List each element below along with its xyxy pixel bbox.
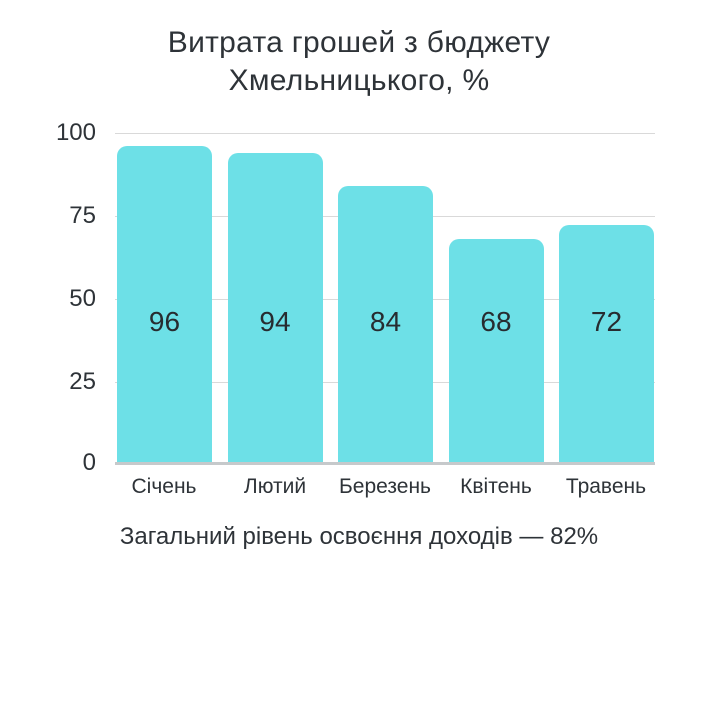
y-axis-tick-label: 0 [82, 449, 96, 476]
chart-title-line-1: Витрата грошей з бюджету [167, 26, 551, 59]
y-axis-tick-label: 50 [69, 285, 96, 312]
bar-berezen [338, 186, 433, 463]
y-axis-tick-label: 75 [69, 202, 96, 229]
y-axis-tick-label: 25 [69, 368, 96, 395]
gridline-100 [115, 133, 655, 134]
x-axis-label-traven: Травень [565, 475, 647, 498]
bar-lyutyi [227, 153, 323, 463]
plot-area: 100 75 50 25 0 96 94 84 68 72 [56, 121, 655, 475]
bar-value-label: 84 [369, 306, 402, 337]
bar-kviten [448, 239, 544, 463]
x-axis-label-sichen: Січень [131, 475, 197, 498]
x-axis-label-lyutyi: Лютий [243, 475, 307, 498]
bar-traven [559, 225, 654, 463]
bar-value-label: 96 [148, 306, 181, 337]
chart-title-line-2: Хмельницького, % [228, 64, 490, 97]
chart-title: Витрата грошей з бюджету Хмельницького, … [0, 24, 718, 100]
bar-sichen [117, 146, 212, 463]
bar-value-label: 68 [480, 306, 512, 337]
x-axis-label-berezen: Березень [339, 475, 431, 498]
chart-caption: Загальний рівень освоєння доходів — 82% [119, 523, 599, 550]
bar-value-label: 72 [590, 306, 623, 337]
y-axis-tick-label: 100 [55, 119, 96, 146]
x-axis-line [115, 462, 655, 465]
x-axis-label-kviten: Квітень [460, 475, 532, 498]
bar-value-label: 94 [259, 306, 291, 337]
